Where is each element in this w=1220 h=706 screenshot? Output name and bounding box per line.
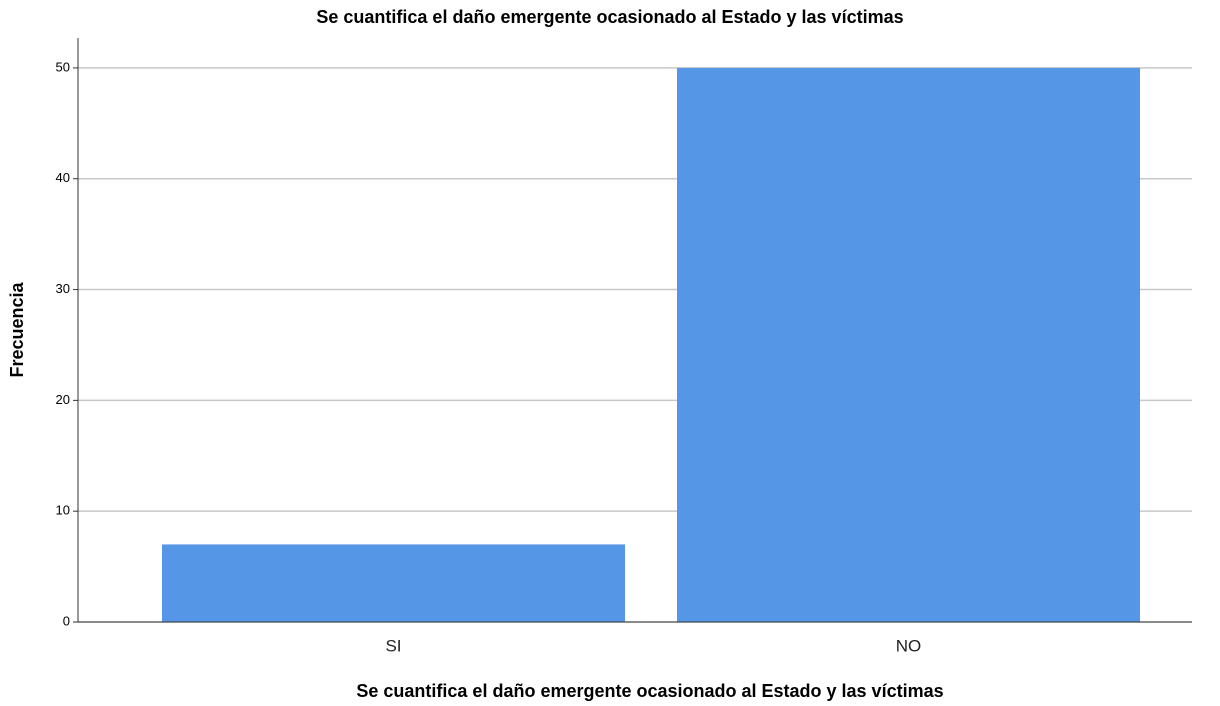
bar <box>162 544 625 622</box>
y-tick-label: 50 <box>56 59 70 74</box>
y-tick-label: 0 <box>63 613 70 628</box>
bar <box>677 67 1140 623</box>
x-tick-label: NO <box>896 636 922 655</box>
y-tick-label: 40 <box>56 170 70 185</box>
y-axis-label: Frecuencia <box>7 281 27 377</box>
x-axis-label: Se cuantifica el daño emergente ocasiona… <box>356 681 943 701</box>
y-tick-label: 30 <box>56 281 70 296</box>
x-tick-label: SI <box>385 636 401 655</box>
chart-title: Se cuantifica el daño emergente ocasiona… <box>316 7 903 27</box>
y-tick-label: 20 <box>56 392 70 407</box>
y-tick-label: 10 <box>56 503 70 518</box>
